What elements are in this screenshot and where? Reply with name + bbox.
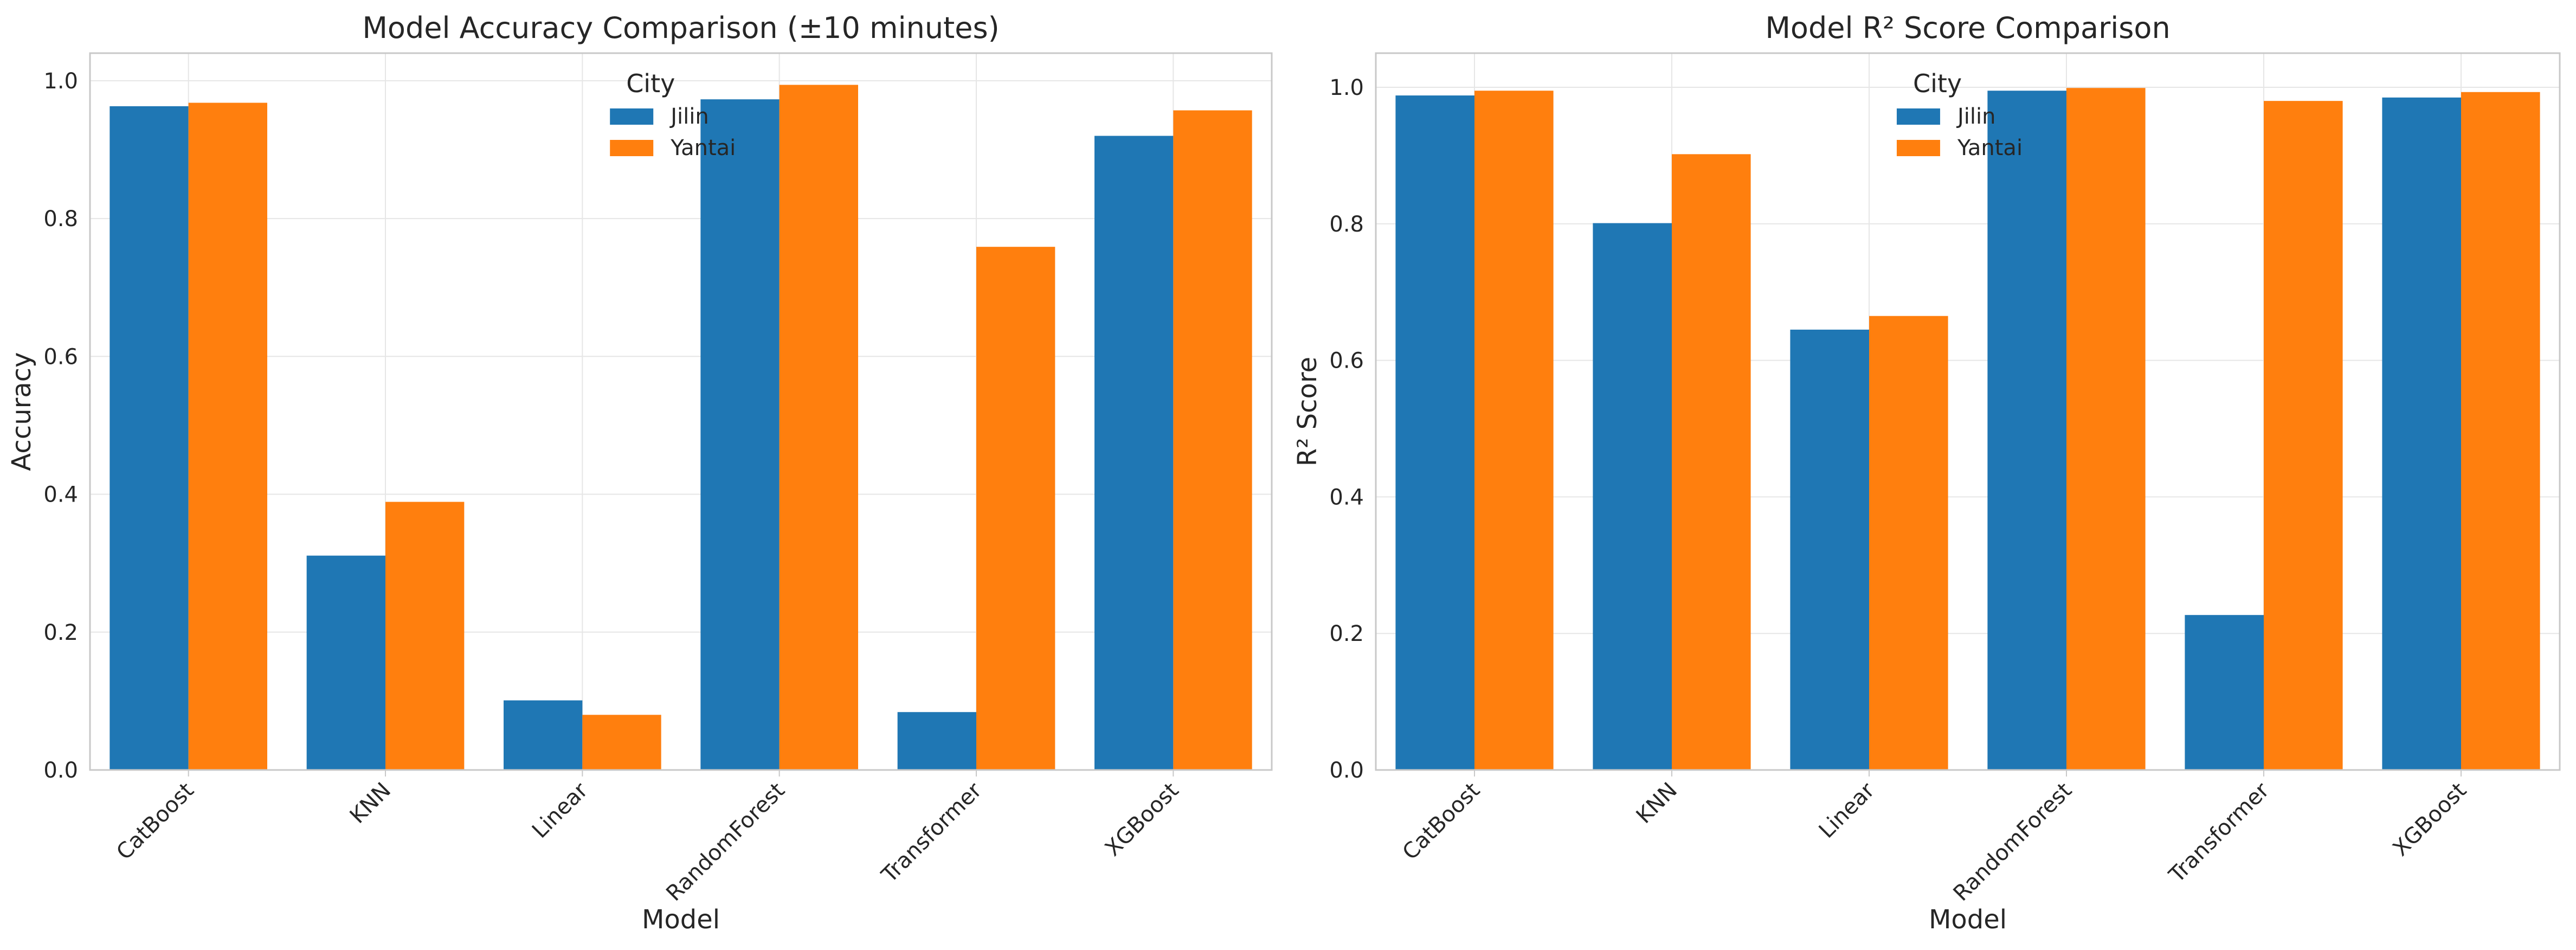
bar-yantai-knn xyxy=(1672,154,1751,770)
bar-jilin-transformer xyxy=(2185,615,2264,770)
y-tick-label: 0.0 xyxy=(1329,758,1364,783)
legend-label-jilin: Jilin xyxy=(669,104,709,129)
x-tick-label: CatBoost xyxy=(112,778,199,865)
bar-yantai-xgboost xyxy=(2461,92,2540,770)
legend-label-jilin: Jilin xyxy=(1956,104,1996,129)
bar-jilin-xgboost xyxy=(2382,97,2461,770)
chart-panel-1: 0.0 0.2 0.4 0.6 0.8 1.0 CatBoost KNN Linear Rando… xyxy=(7,11,1273,935)
bar-jilin-knn xyxy=(306,555,385,770)
legend: City Jilin Yantai xyxy=(610,69,736,161)
bar-yantai-catboost xyxy=(188,102,267,770)
x-axis-label: Model xyxy=(1929,904,2007,935)
y-tick-label: 0.6 xyxy=(1329,349,1364,374)
x-tick-label: KNN xyxy=(1632,778,1682,829)
x-tick-label: XGBoost xyxy=(2388,778,2471,862)
y-tick-label: 0.6 xyxy=(43,344,78,369)
bar-jilin-knn xyxy=(1593,223,1672,770)
chart-title: Model R² Score Comparison xyxy=(1765,11,2170,45)
bar-jilin-linear xyxy=(1790,329,1869,770)
x-tick-label: Linear xyxy=(527,778,593,843)
y-tick-label: 0.4 xyxy=(43,483,78,508)
bar-yantai-randomforest xyxy=(779,85,858,770)
legend-swatch-yantai xyxy=(1896,140,1940,156)
bar-jilin-catboost xyxy=(1395,95,1474,771)
y-axis-label: Accuracy xyxy=(7,352,37,471)
y-tick-label: 0.2 xyxy=(1329,621,1364,646)
bar-yantai-transformer xyxy=(976,247,1055,771)
bar-yantai-xgboost xyxy=(1173,110,1252,771)
bar-jilin-randomforest xyxy=(1987,91,2066,771)
bar-jilin-randomforest xyxy=(700,99,780,770)
bar-yantai-randomforest xyxy=(2066,88,2146,770)
x-tick-label: XGBoost xyxy=(1100,778,1184,862)
bar-yantai-transformer xyxy=(2264,101,2343,771)
bar-jilin-linear xyxy=(504,700,583,770)
x-tick-label: Transformer xyxy=(877,778,987,888)
plot-frame xyxy=(89,52,1273,771)
legend-title: City xyxy=(626,69,675,98)
x-tick-label: Transformer xyxy=(2164,778,2274,888)
bar-yantai-catboost xyxy=(1474,91,1554,771)
y-tick-label: 1.0 xyxy=(1329,75,1364,100)
legend-label-yantai: Yantai xyxy=(670,136,736,161)
y-tick-label: 0.8 xyxy=(1329,212,1364,237)
x-tick-label: KNN xyxy=(345,778,396,829)
legend: City Jilin Yantai xyxy=(1896,69,2023,161)
legend-title: City xyxy=(1913,69,1962,98)
chart-panel-2: 0.0 0.2 0.4 0.6 0.8 1.0 CatBoost KNN Linear Rando… xyxy=(1292,11,2561,935)
legend-swatch-yantai xyxy=(610,140,654,156)
legend-label-yantai: Yantai xyxy=(1957,136,2023,161)
y-tick-label: 0.2 xyxy=(43,620,78,645)
legend-swatch-jilin xyxy=(610,108,654,125)
bar-jilin-catboost xyxy=(110,106,189,770)
bar-jilin-xgboost xyxy=(1094,136,1174,771)
y-axis-label: R² Score xyxy=(1292,357,1323,466)
bar-jilin-transformer xyxy=(897,712,976,770)
bar-yantai-linear xyxy=(582,715,661,770)
y-tick-label: 1.0 xyxy=(43,69,78,94)
legend-swatch-jilin xyxy=(1896,108,1940,125)
y-tick-label: 0.0 xyxy=(43,758,78,783)
x-tick-label: CatBoost xyxy=(1398,778,1485,865)
bar-yantai-linear xyxy=(1869,316,1948,770)
x-tick-label: Linear xyxy=(1814,778,1880,843)
y-tick-label: 0.4 xyxy=(1329,485,1364,510)
y-tick-label: 0.8 xyxy=(43,207,78,232)
x-tick-label: RandomForest xyxy=(661,778,789,906)
x-tick-label: RandomForest xyxy=(1949,778,2077,906)
x-axis-label: Model xyxy=(642,904,720,935)
chart-title: Model Accuracy Comparison (±10 minutes) xyxy=(362,11,999,45)
bar-yantai-knn xyxy=(385,502,465,770)
plot-frame xyxy=(1375,52,2561,771)
